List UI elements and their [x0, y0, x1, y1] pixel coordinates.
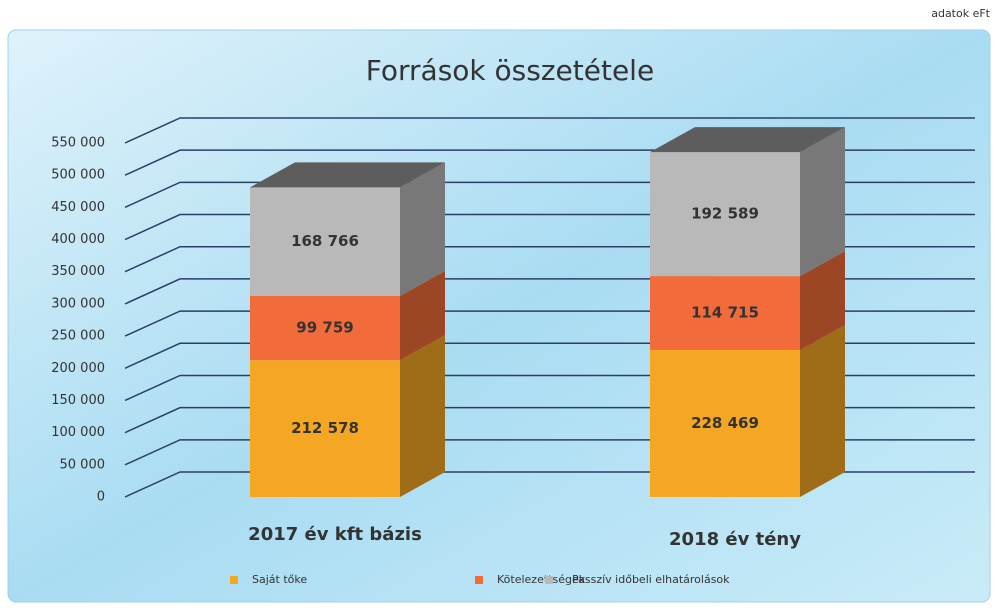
annotation: adatok eFt [931, 7, 990, 20]
bar-side [800, 251, 845, 350]
data-label: 212 578 [291, 419, 359, 437]
y-tick-label: 350 000 [51, 264, 105, 279]
y-tick-label: 0 [97, 490, 105, 505]
data-label: 114 715 [691, 304, 759, 322]
bar-top [650, 127, 845, 153]
y-tick-label: 250 000 [51, 329, 105, 344]
legend-marker [230, 576, 238, 584]
bar [650, 276, 800, 350]
bar [250, 187, 400, 296]
data-label: 168 766 [291, 232, 359, 250]
bar-side [400, 335, 445, 497]
x-tick-label: 2018 év tény [669, 529, 801, 550]
legend-marker [545, 576, 553, 584]
y-tick-label: 450 000 [51, 200, 105, 215]
bar [650, 349, 800, 497]
data-label: 228 469 [691, 414, 759, 432]
x-tick-label: 2017 év kft bázis [248, 524, 422, 545]
data-label: 99 759 [296, 319, 353, 337]
chart-title: Források összetétele [366, 54, 654, 87]
bar-top [250, 162, 445, 188]
y-tick-label: 500 000 [51, 168, 105, 183]
bar-side [400, 162, 445, 296]
legend-label: Kötelezettségek [497, 573, 586, 586]
legend-label: Saját tőke [252, 573, 307, 586]
legend-marker [475, 576, 483, 584]
bar [250, 360, 400, 497]
y-tick-label: 300 000 [51, 296, 105, 311]
bar-side [400, 270, 445, 361]
legend-label: Passzív időbeli elhatárolások [572, 573, 730, 586]
grid-line [124, 117, 975, 144]
data-label: 192 589 [691, 205, 759, 223]
y-tick-label: 200 000 [51, 361, 105, 376]
y-tick-label: 50 000 [60, 457, 106, 472]
y-tick-label: 400 000 [51, 232, 105, 247]
y-tick-label: 550 000 [51, 136, 105, 151]
y-tick-label: 100 000 [51, 425, 105, 440]
y-tick-label: 150 000 [51, 393, 105, 408]
bar-side [800, 127, 845, 277]
bar [250, 295, 400, 361]
bar [650, 152, 800, 277]
bar-side [800, 324, 845, 497]
